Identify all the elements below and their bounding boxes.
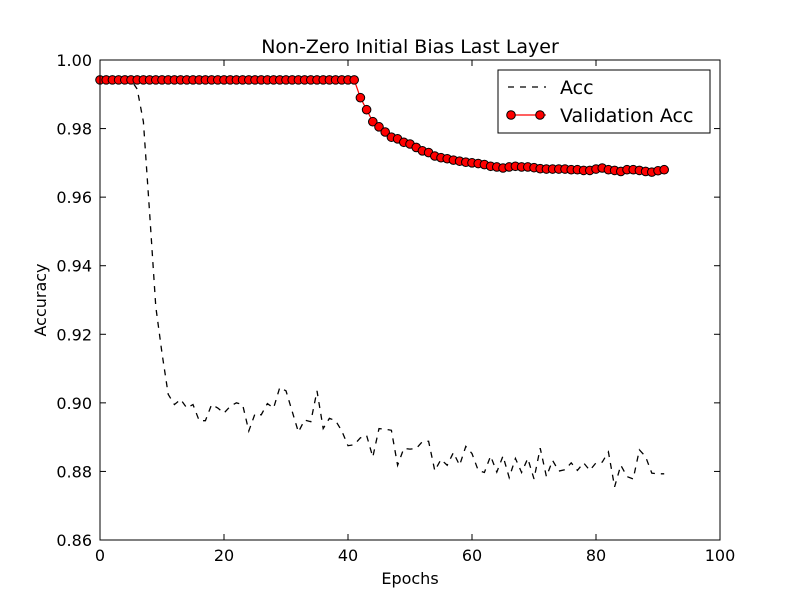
x-tick-label: 40	[338, 546, 358, 565]
y-tick-label: 0.90	[56, 394, 92, 413]
data-point-validation-acc	[374, 122, 384, 132]
ticks-layer: 0 20 40 60 80 100 0.86 0.88 0.90 0.92 0.94 0.96 0.98…	[56, 51, 735, 565]
x-axis-label: Epochs	[381, 569, 438, 588]
data-point-validation-acc	[361, 104, 372, 115]
data-point-validation-acc	[380, 127, 391, 137]
y-tick-label: 0.92	[56, 325, 92, 344]
series-layer	[95, 75, 670, 488]
legend-label-acc: Acc	[560, 77, 594, 99]
chart-title: Non-Zero Initial Bias Last Layer	[261, 36, 559, 58]
data-point-validation-acc	[368, 116, 378, 127]
y-axis-label: Accuracy	[31, 263, 50, 336]
y-tick-label: 1.00	[56, 51, 92, 70]
legend-box	[497, 69, 711, 134]
legend: Acc Validation Acc	[497, 69, 711, 134]
data-point-validation-acc	[349, 75, 360, 85]
y-tick-label: 0.98	[56, 120, 92, 139]
legend-marker-right	[535, 110, 545, 120]
x-tick-label: 0	[95, 546, 105, 565]
data-point-validation-acc	[659, 164, 670, 175]
x-tick-label: 60	[462, 546, 482, 565]
x-tick-label: 20	[214, 546, 234, 565]
series-line-acc	[100, 79, 665, 488]
y-tick-label: 0.96	[56, 188, 92, 207]
x-tick-label: 100	[705, 546, 736, 565]
x-tick-label: 80	[586, 546, 606, 565]
y-tick-label: 0.86	[56, 531, 92, 550]
legend-label-validation-acc: Validation Acc	[560, 105, 693, 127]
legend-marker-left	[506, 110, 516, 120]
y-tick-label: 0.94	[56, 257, 92, 276]
plot-frame	[99, 59, 721, 541]
data-point-validation-acc	[355, 92, 366, 103]
y-tick-label: 0.88	[56, 462, 92, 481]
